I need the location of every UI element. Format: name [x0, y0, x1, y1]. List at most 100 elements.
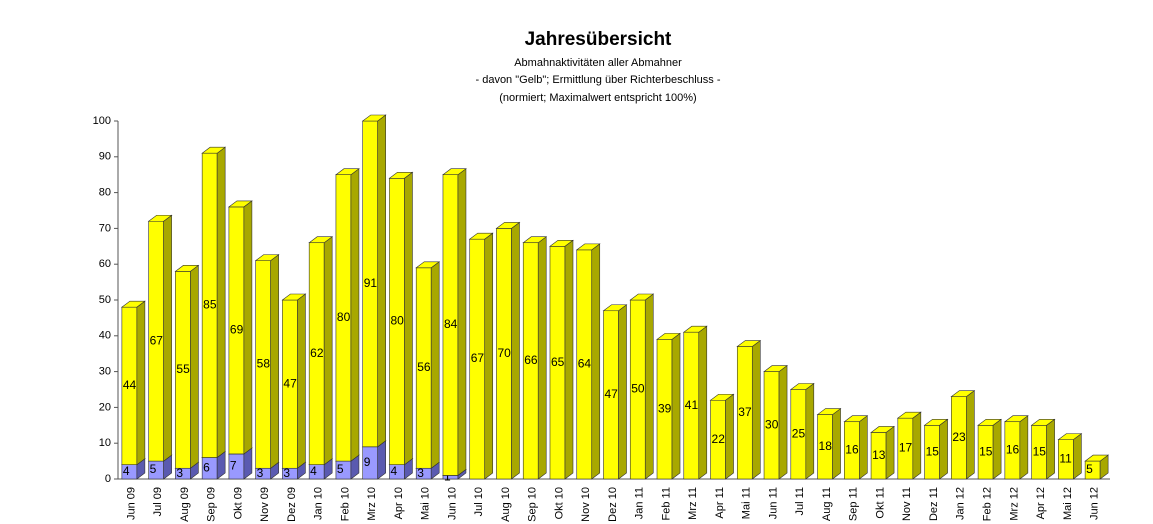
- value-label: 56: [417, 360, 431, 374]
- bar-top: [1084, 454, 1110, 462]
- value-label: 37: [738, 405, 752, 419]
- bar-side: [698, 325, 708, 480]
- x-tick-label: Jun 09: [125, 487, 137, 520]
- value-label: 7: [230, 459, 237, 473]
- bar-side: [377, 114, 386, 448]
- x-tick-label: Okt 11: [874, 487, 886, 519]
- bar-top: [843, 415, 869, 423]
- bar-top: [174, 265, 200, 272]
- chart-title: Jahresübersicht: [525, 29, 672, 50]
- bar-side: [805, 382, 815, 480]
- bar-top: [281, 293, 307, 301]
- bar-side: [377, 440, 386, 480]
- x-tick-label: Apr 12: [1035, 487, 1047, 519]
- x-tick-label: Aug 11: [821, 487, 833, 521]
- x-tick-label: Okt 10: [553, 487, 565, 519]
- bar-top: [870, 426, 895, 433]
- value-label: 91: [364, 276, 378, 290]
- bar-top: [1003, 415, 1029, 423]
- x-tick-label: Mrz 12: [1008, 487, 1020, 521]
- x-tick-label: Okt 09: [232, 487, 244, 519]
- bar-top: [682, 325, 708, 333]
- x-tick-label: Jan 11: [634, 487, 646, 519]
- x-tick-label: Sep 11: [848, 487, 860, 521]
- value-label: 4: [123, 464, 130, 478]
- x-tick-label: Jul 10: [473, 487, 485, 516]
- y-tick-label: 10: [99, 437, 111, 449]
- chart-subtitle: (normiert; Maximalwert entspricht 100%): [499, 92, 696, 104]
- bar-top: [656, 333, 681, 340]
- value-label: 70: [497, 346, 511, 360]
- value-label: 39: [658, 401, 672, 415]
- x-tick-label: Apr 10: [393, 487, 405, 519]
- bar-side: [163, 214, 172, 462]
- value-label: 15: [1033, 444, 1047, 458]
- bar-side: [859, 415, 868, 480]
- y-tick-label: 60: [99, 258, 111, 270]
- bar-top: [1057, 433, 1083, 440]
- value-label: 3: [257, 466, 264, 480]
- bar-top: [763, 365, 788, 372]
- value-label: 3: [283, 466, 290, 480]
- bar-top: [816, 408, 842, 415]
- bar-side: [725, 393, 734, 480]
- bar-side: [243, 200, 253, 455]
- value-label: 67: [471, 351, 485, 365]
- bar-top: [415, 261, 441, 269]
- x-tick-label: Nov 09: [259, 487, 271, 522]
- bar-side: [190, 264, 199, 469]
- bar-side: [457, 168, 467, 477]
- bar-side: [350, 168, 360, 462]
- bar-side: [939, 418, 948, 480]
- value-label: 16: [845, 443, 859, 457]
- x-tick-label: Jan 12: [955, 487, 967, 520]
- bar-side: [591, 243, 601, 480]
- bar-side: [966, 390, 975, 480]
- value-label: 41: [685, 398, 699, 412]
- value-label: 11: [1059, 451, 1072, 465]
- value-label: 5: [337, 462, 344, 476]
- x-tick-label: Jun 10: [446, 487, 458, 520]
- bar-top: [977, 418, 1002, 426]
- value-label: 23: [952, 430, 966, 444]
- value-label: 55: [176, 362, 190, 376]
- bar-side: [430, 261, 440, 469]
- x-tick-label: Feb 10: [339, 487, 351, 521]
- value-label: 3: [417, 466, 424, 480]
- bar-top: [950, 390, 976, 397]
- value-label: 47: [283, 376, 297, 390]
- x-tick-label: Mai 10: [420, 487, 432, 520]
- value-label: 9: [364, 455, 371, 469]
- value-label: 16: [1006, 443, 1020, 457]
- value-label: 15: [979, 444, 993, 458]
- bar-top: [549, 240, 574, 247]
- x-tick-label: Mai 12: [1062, 487, 1074, 520]
- y-tick-label: 90: [99, 151, 111, 163]
- x-tick-label: Nov 11: [901, 487, 913, 521]
- value-label: 85: [203, 298, 217, 312]
- value-label: 58: [257, 357, 271, 371]
- x-tick-label: Apr 11: [714, 487, 726, 519]
- bar-side: [778, 365, 788, 480]
- bar-top: [629, 293, 655, 301]
- x-tick-label: Mrz 11: [687, 487, 699, 520]
- y-tick-label: 80: [99, 187, 111, 199]
- value-label: 44: [123, 378, 137, 392]
- y-tick-label: 100: [93, 115, 111, 127]
- bar-side: [564, 239, 574, 480]
- bar-side: [671, 332, 681, 480]
- y-tick-label: 20: [99, 401, 111, 413]
- bar-side: [511, 221, 520, 480]
- value-label: 25: [792, 426, 806, 440]
- x-tick-label: Mrz 10: [366, 487, 378, 521]
- bar-top: [522, 236, 548, 244]
- bar-side: [832, 407, 841, 480]
- value-label: 62: [310, 346, 324, 360]
- x-tick-label: Aug 10: [500, 487, 512, 522]
- y-tick-label: 40: [99, 330, 111, 342]
- bar-side: [136, 300, 146, 466]
- bar-top: [896, 411, 922, 419]
- x-tick-label: Aug 09: [179, 487, 191, 522]
- bar-side: [618, 304, 627, 480]
